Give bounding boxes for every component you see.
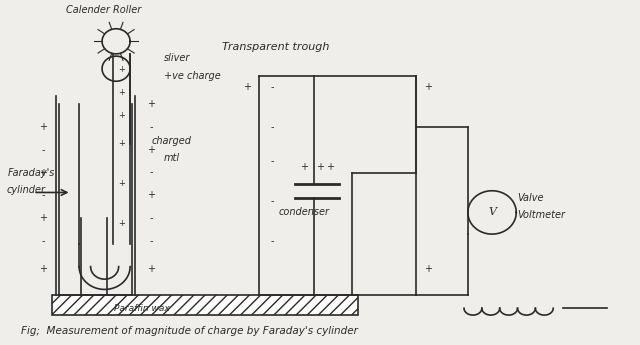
Text: +: + — [118, 179, 125, 188]
Text: +: + — [39, 265, 47, 275]
Text: charged: charged — [151, 136, 191, 146]
Text: +: + — [424, 82, 433, 92]
Text: +ve charge: +ve charge — [164, 70, 221, 80]
Text: +: + — [326, 162, 333, 172]
Text: -: - — [149, 168, 153, 177]
Text: Voltmeter: Voltmeter — [518, 210, 566, 220]
Text: -: - — [149, 236, 153, 246]
Text: +: + — [147, 145, 155, 155]
Text: +: + — [147, 265, 155, 275]
Text: -: - — [271, 196, 274, 206]
Text: condenser: condenser — [278, 207, 330, 217]
FancyBboxPatch shape — [52, 295, 358, 315]
Text: +: + — [147, 190, 155, 200]
Text: +: + — [118, 88, 125, 97]
Text: Faraday's: Faraday's — [8, 168, 55, 177]
Text: -: - — [271, 156, 274, 166]
Text: -: - — [41, 236, 45, 246]
Text: +: + — [424, 265, 433, 275]
Text: -: - — [271, 122, 274, 132]
Text: +: + — [39, 122, 47, 132]
Text: +: + — [147, 99, 155, 109]
Text: +: + — [300, 162, 308, 172]
Text: mtl: mtl — [164, 153, 180, 163]
Text: sliver: sliver — [164, 53, 190, 63]
Text: Calender Roller: Calender Roller — [66, 5, 141, 15]
Text: -: - — [41, 190, 45, 200]
Text: -: - — [149, 122, 153, 132]
Text: Transparent trough: Transparent trough — [221, 42, 329, 52]
Text: +: + — [118, 111, 125, 120]
Text: +: + — [243, 82, 251, 92]
Text: +: + — [118, 65, 125, 74]
Text: +: + — [39, 168, 47, 177]
Text: +: + — [316, 162, 324, 172]
Text: Fig;  Measurement of magnitude of charge by Faraday's cylinder: Fig; Measurement of magnitude of charge … — [20, 326, 357, 336]
Text: +: + — [39, 213, 47, 223]
Text: -: - — [41, 145, 45, 155]
Text: V: V — [488, 207, 496, 217]
Text: +: + — [118, 219, 125, 228]
Text: +: + — [118, 139, 125, 148]
Text: -: - — [271, 236, 274, 246]
Text: Paraffin wax: Paraffin wax — [114, 304, 170, 313]
Text: -: - — [149, 213, 153, 223]
Text: cylinder: cylinder — [6, 185, 45, 195]
Text: -: - — [271, 82, 274, 92]
Text: Valve: Valve — [518, 193, 544, 203]
